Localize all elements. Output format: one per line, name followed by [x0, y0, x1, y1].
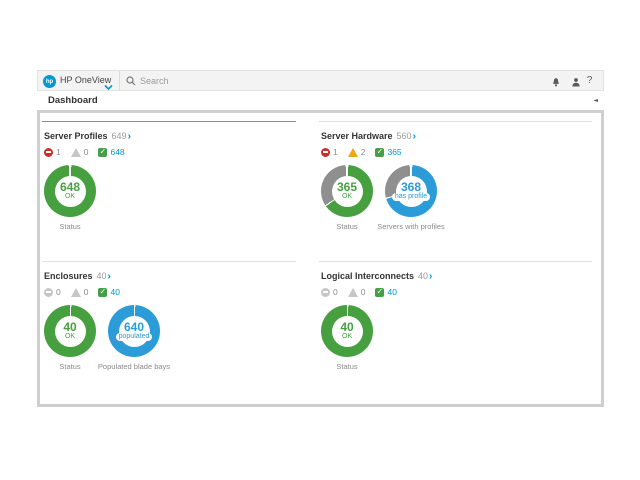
- chevron-right-icon: ›: [127, 131, 131, 142]
- check-icon: [98, 147, 108, 157]
- status-donut-gauge[interactable]: 40 OK Status: [44, 305, 96, 371]
- critical-status[interactable]: 1: [321, 147, 338, 157]
- status-donut-gauge[interactable]: 365 OK Status: [321, 165, 373, 231]
- gauge-label: Status: [336, 222, 358, 231]
- panel-title: Server Profiles: [44, 131, 108, 141]
- gauge-label: Status: [336, 362, 358, 371]
- donut-center: 368 has profile: [391, 175, 431, 207]
- donut-ring: 365 OK: [321, 165, 373, 217]
- warning-icon: [70, 287, 81, 297]
- warning-status[interactable]: 0: [70, 147, 88, 157]
- donut-center: 40 OK: [331, 315, 363, 347]
- panel-count: 560: [396, 131, 412, 141]
- gauge-label: Status: [59, 222, 81, 231]
- chevron-right-icon: ›: [429, 271, 433, 282]
- warning-icon: [347, 287, 358, 297]
- panel-title: Logical Interconnects: [321, 271, 415, 281]
- donut-center: 640 populated: [115, 315, 153, 347]
- panel-title: Server Hardware: [321, 131, 393, 141]
- warning-icon: [347, 147, 358, 157]
- donut-ring: 40 OK: [321, 305, 373, 357]
- status-donut-gauge[interactable]: 40 OK Status: [321, 305, 373, 371]
- donut-ring: 368 has profile: [385, 165, 437, 217]
- status-summary-row: 0 0 40: [321, 287, 397, 297]
- page-bar: Dashboard ◄: [37, 91, 604, 110]
- panel-title-link-server-profiles[interactable]: Server Profiles 649›: [44, 126, 131, 144]
- help-icon[interactable]: ?: [586, 75, 593, 86]
- person-icon[interactable]: [570, 75, 581, 87]
- warning-icon: [70, 147, 81, 157]
- gauge-label: Populated blade bays: [97, 362, 171, 371]
- panel-title: Enclosures: [44, 271, 93, 281]
- gauge-row: 648 OK Status: [44, 165, 96, 231]
- panel-title-link-logical-interconnects[interactable]: Logical Interconnects 40›: [321, 266, 432, 284]
- donut-center: 648 OK: [54, 175, 86, 207]
- ok-status[interactable]: 40: [375, 287, 397, 297]
- ok-status[interactable]: 40: [98, 287, 120, 297]
- status-summary-row: 1 0 648: [44, 147, 125, 157]
- search-box: [126, 71, 290, 90]
- warning-status[interactable]: 0: [347, 287, 365, 297]
- gauge-row: 40 OK Status: [321, 305, 373, 371]
- app-name[interactable]: HP OneView: [60, 75, 112, 85]
- topbar-divider: [119, 71, 120, 90]
- blade-bays-donut-gauge[interactable]: 640 populated Populated blade bays: [98, 305, 170, 371]
- hp-logo-icon[interactable]: hp: [43, 75, 56, 88]
- gauge-row: 40 OK Status 640 populated Populated bla…: [44, 305, 170, 371]
- critical-status[interactable]: 0: [44, 287, 61, 297]
- donut-center: 40 OK: [54, 315, 86, 347]
- panel-count: 40: [96, 271, 107, 281]
- panel-title-link-server-hardware[interactable]: Server Hardware 560›: [321, 126, 416, 144]
- gauge-label: Status: [59, 362, 81, 371]
- panel-count: 40: [418, 271, 429, 281]
- status-summary-row: 0 0 40: [44, 287, 120, 297]
- donut-ring: 640 populated: [108, 305, 160, 357]
- donut-center: 365 OK: [331, 175, 363, 207]
- critical-icon: [44, 147, 53, 157]
- status-donut-gauge[interactable]: 648 OK Status: [44, 165, 96, 231]
- critical-icon: [44, 287, 53, 297]
- donut-ring: 40 OK: [44, 305, 96, 357]
- critical-status[interactable]: 0: [321, 287, 338, 297]
- top-bar: hp HP OneView ?: [37, 70, 604, 91]
- collapse-arrow-icon[interactable]: ◄: [593, 97, 598, 104]
- ok-status[interactable]: 365: [375, 147, 402, 157]
- chevron-right-icon: ›: [412, 131, 416, 142]
- status-summary-row: 1 2 365: [321, 147, 402, 157]
- ok-status[interactable]: 648: [98, 147, 125, 157]
- critical-status[interactable]: 1: [44, 147, 61, 157]
- panel-title-link-enclosures[interactable]: Enclosures 40›: [44, 266, 111, 284]
- search-icon: [126, 75, 136, 85]
- gauge-label: Servers with profiles: [377, 222, 445, 231]
- panel-count: 649: [111, 131, 127, 141]
- gauge-row: 365 OK Status 368 has profile Servers wi…: [321, 165, 445, 231]
- check-icon: [375, 147, 385, 157]
- chevron-right-icon: ›: [107, 271, 111, 282]
- donut-ring: 648 OK: [44, 165, 96, 217]
- warning-status[interactable]: 0: [70, 287, 88, 297]
- warning-status[interactable]: 2: [347, 147, 365, 157]
- critical-icon: [321, 147, 330, 157]
- profiles-donut-gauge[interactable]: 368 has profile Servers with profiles: [377, 165, 445, 231]
- check-icon: [98, 287, 108, 297]
- search-input[interactable]: [140, 75, 290, 86]
- bell-icon[interactable]: [550, 75, 561, 87]
- check-icon: [375, 287, 385, 297]
- page-title: Dashboard: [48, 95, 98, 106]
- chevron-down-icon[interactable]: [104, 78, 113, 96]
- app-window: hp HP OneView ? Dashboa: [37, 70, 604, 408]
- critical-icon: [321, 287, 330, 297]
